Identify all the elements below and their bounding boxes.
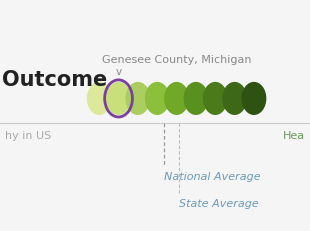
Text: State Average: State Average	[179, 198, 258, 208]
Circle shape	[106, 82, 131, 116]
Circle shape	[126, 82, 150, 116]
Circle shape	[222, 82, 247, 116]
Text: National Average: National Average	[164, 172, 260, 182]
Circle shape	[241, 82, 266, 116]
Circle shape	[145, 82, 170, 116]
Circle shape	[203, 82, 228, 116]
Circle shape	[164, 82, 189, 116]
Text: Hea: Hea	[283, 130, 305, 140]
Text: hy in US: hy in US	[5, 130, 51, 140]
Circle shape	[87, 82, 112, 116]
Text: Outcome: Outcome	[2, 69, 108, 89]
Circle shape	[184, 82, 208, 116]
Text: v: v	[116, 67, 122, 76]
Text: Genesee County, Michigan: Genesee County, Michigan	[102, 54, 251, 64]
